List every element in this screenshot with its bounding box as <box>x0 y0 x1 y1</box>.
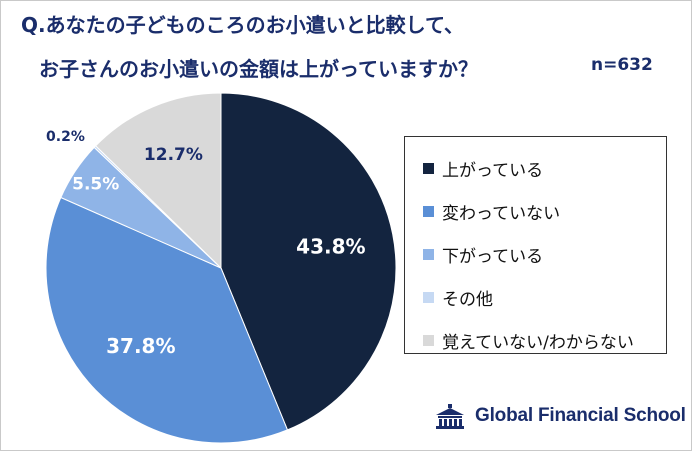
sample-size: n=632 <box>591 55 653 75</box>
chart-legend: 上がっている 変わっていない 下がっている その他覚えていない/わからない <box>404 136 667 354</box>
legend-swatch <box>423 163 434 174</box>
legend-entry: その他 <box>423 276 666 319</box>
legend-entry: 上がっている <box>423 147 666 190</box>
pie-slice <box>45 196 289 444</box>
legend-entry: 下がっている <box>423 233 666 276</box>
data-label: 43.8% <box>296 234 365 258</box>
legend-swatch <box>423 335 434 346</box>
pie-slice <box>220 92 397 431</box>
legend-entry: 覚えていない/わからない <box>423 319 666 362</box>
pie-slice <box>95 92 222 270</box>
legend-label: 上がっている <box>442 161 544 181</box>
data-label: 0.2% <box>46 129 85 145</box>
question-line-1: Q.あなたの子どものころのお小遣いと比較して、 <box>21 13 464 37</box>
legend-entry: 変わっていない <box>423 190 666 233</box>
question-line-2: お子さんのお小遣いの金額は上がっていますか？ <box>39 57 478 81</box>
legend-swatch <box>423 249 434 260</box>
legend-label: 変わっていない <box>442 204 561 224</box>
data-label: 12.7% <box>144 145 203 165</box>
brand-name: Global Financial School <box>475 405 686 426</box>
legend-swatch <box>423 206 434 217</box>
brand-logo: Global Financial School <box>433 403 686 429</box>
data-label: 37.8% <box>106 334 175 358</box>
school-building-icon <box>436 404 464 429</box>
legend-swatch <box>423 292 434 303</box>
legend-label: 覚えていない/わからない <box>442 333 634 353</box>
data-label: 5.5% <box>72 175 119 195</box>
legend-label: 下がっている <box>442 247 544 267</box>
legend-label: その他 <box>442 290 493 310</box>
